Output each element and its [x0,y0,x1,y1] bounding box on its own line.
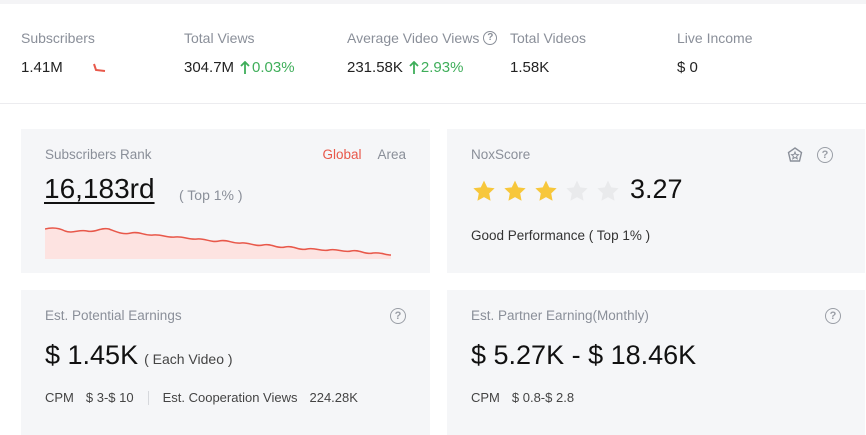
cpm-label: CPM [45,390,74,405]
potential-earnings-card: Est. Potential Earnings ? $ 1.45K ( Each… [21,290,430,435]
mini-trend-icon [92,63,105,72]
star-filled-icon [504,180,526,201]
cpm-value: $ 0.8-$ 2.8 [511,390,575,405]
cpm-label: CPM [471,390,500,405]
arrow-up-icon [409,60,419,74]
help-icon[interactable]: ? [390,308,406,324]
help-icon[interactable]: ? [817,147,833,163]
stat-total-videos: Total Videos 1.58K [510,30,586,76]
rank-scope-tabs: Global Area [322,147,406,162]
stat-value: 1.41M [21,59,63,76]
stat-live-income: Live Income $ 0 [677,30,752,76]
stat-label: Average Video Views [347,30,480,46]
stat-average-views: Average Video Views ? 231.58K 2.93% [347,30,498,76]
change-value: 2.93% [420,59,464,76]
earnings-note: ( Each Video ) [144,351,233,367]
card-title: Est. Partner Earning(Monthly) [471,308,649,323]
help-icon[interactable]: ? [483,31,498,45]
stat-value: 304.7M [184,59,235,76]
star-rating [471,179,621,204]
stat-value: $ 0 [677,59,698,76]
coop-views-label: Est. Cooperation Views [162,390,298,405]
earnings-value: $ 5.27K - $ 18.46K [471,340,697,370]
stat-total-views: Total Views 304.7M 0.03% [184,30,295,76]
star-empty-icon [566,180,588,201]
badge-star-icon[interactable] [787,147,803,163]
coop-views-value: 224.28K [309,390,358,405]
card-title: Subscribers Rank [45,147,152,162]
stats-bar: Subscribers 1.41M Total Views 304.7M 0.0… [0,4,866,104]
stat-label: Live Income [677,30,753,46]
earnings-value: $ 1.45K [45,340,139,370]
stat-value: 1.58K [510,59,550,76]
arrow-up-icon [240,60,250,74]
card-title: Est. Potential Earnings [45,308,182,323]
subscribers-rank-card: Subscribers Rank Global Area 16,183rd ( … [21,129,430,273]
card-title: NoxScore [471,147,531,162]
stat-subscribers: Subscribers 1.41M [21,30,107,76]
rank-note: ( Top 1% ) [179,187,243,203]
partner-earning-card: Est. Partner Earning(Monthly) ? $ 5.27K … [447,290,865,435]
stat-label: Total Videos [510,30,587,46]
change-up: 0.03% [240,59,295,76]
stat-label: Total Views [184,30,255,46]
rank-value[interactable]: 16,183rd [44,173,155,204]
tab-area[interactable]: Area [377,147,406,162]
star-filled-icon [473,180,495,201]
star-filled-icon [535,180,557,201]
help-icon[interactable]: ? [825,308,841,324]
cpm-value: $ 3-$ 10 [85,390,134,405]
star-empty-icon [597,180,619,201]
change-up: 2.93% [409,59,464,76]
nox-score: 3.27 [630,174,683,204]
stat-value: 231.58K [347,59,403,76]
change-value: 0.03% [252,59,295,76]
performance-label: Good Performance ( Top 1% ) [471,228,651,243]
top-divider [0,0,866,4]
noxscore-card: NoxScore ? 3.27 Good Performance ( Top 1… [447,129,865,273]
stat-label: Subscribers [21,30,95,46]
rank-trend-sparkline [45,227,391,259]
divider [147,390,149,405]
tab-global[interactable]: Global [322,147,362,162]
